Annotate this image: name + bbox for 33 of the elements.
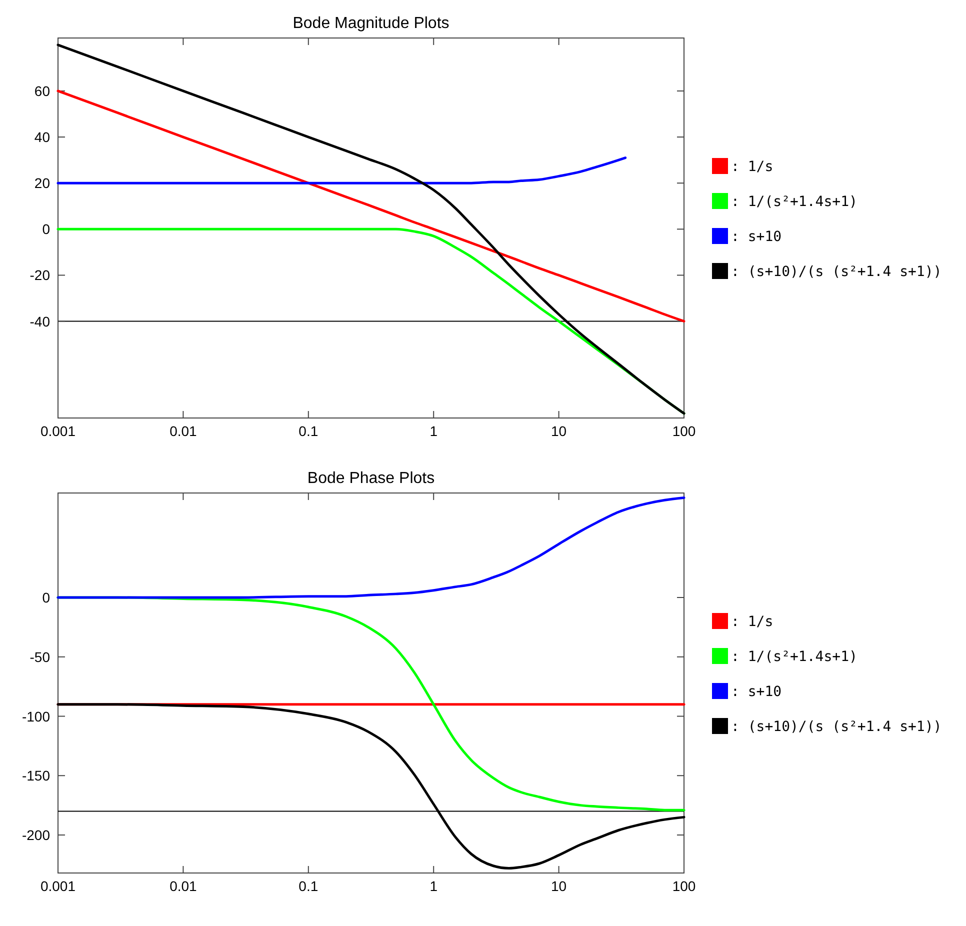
y-tick-label: -100 [22, 708, 50, 724]
x-tick-label: 0.01 [170, 423, 198, 439]
legend-label: : s+10 [731, 684, 782, 700]
y-tick-label: 60 [34, 82, 50, 99]
x-tick-label: 100 [672, 878, 696, 894]
x-tick-label: 1 [430, 423, 438, 439]
y-tick-label: 20 [34, 175, 50, 192]
legend-label: : 1/s [731, 159, 774, 175]
x-tick-label: 1 [430, 878, 438, 894]
legend-label: : 1/(s²+1.4s+1) [731, 649, 858, 665]
x-tick-label: 10 [551, 878, 567, 894]
chart-title: Bode Magnitude Plots [292, 15, 450, 32]
y-tick-label: -40 [30, 313, 50, 330]
x-tick-label: 0.1 [298, 423, 318, 439]
y-tick-label: -150 [22, 768, 50, 784]
x-tick-label: 0.001 [40, 423, 76, 439]
x-tick-label: 0.1 [298, 878, 318, 894]
y-tick-label: 0 [42, 590, 50, 606]
x-tick-label: 0.001 [40, 878, 76, 894]
y-tick-label: -20 [30, 267, 50, 284]
legend-label: : (s+10)/(s (s²+1.4 s+1)) [731, 264, 942, 280]
legend-label: : s+10 [731, 229, 782, 245]
legend-label: : (s+10)/(s (s²+1.4 s+1)) [731, 719, 942, 735]
x-tick-label: 10 [551, 423, 567, 439]
y-tick-label: 0 [42, 221, 50, 238]
legend-label: : 1/s [731, 614, 774, 630]
chart-title: Bode Phase Plots [307, 470, 435, 487]
x-tick-label: 100 [672, 423, 696, 439]
y-tick-label: -200 [22, 827, 50, 843]
legend-label: : 1/(s²+1.4s+1) [731, 194, 858, 210]
x-tick-label: 0.01 [170, 878, 198, 894]
y-tick-label: 40 [34, 129, 50, 146]
y-tick-label: -50 [30, 648, 50, 665]
